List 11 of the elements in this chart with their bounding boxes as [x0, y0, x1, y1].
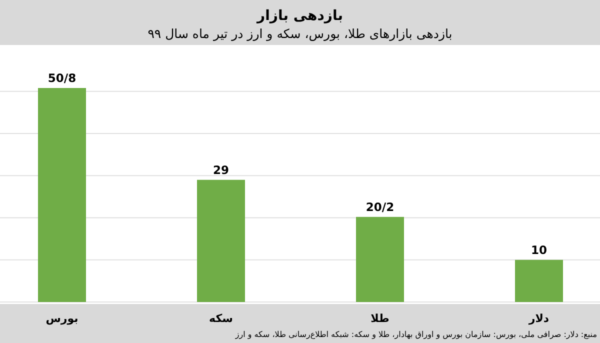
data-label: 50/8	[48, 71, 76, 85]
x-tick-label: سکه	[209, 312, 233, 325]
x-tick-label: بورس	[46, 312, 78, 325]
data-label: 10	[530, 242, 548, 257]
data-label: 29	[212, 162, 230, 177]
x-tick-label: دلار	[528, 312, 550, 325]
title: بازدهی بازار	[257, 8, 343, 24]
data-label: 20/2	[366, 200, 394, 214]
x-tick-label: طلا	[370, 312, 390, 325]
annotation: منبع: دلار: صرافی ملی، بورس: سازمان بورس و اوراق بهادار، طلا و سکه: شبکه اطلاع‌رسانی طلا، سکه و ارز	[235, 330, 597, 339]
subtitle: بازدهی بازارهای طلا، بورس، سکه و ارز در تیر ماه سال ۹۹	[148, 26, 452, 41]
